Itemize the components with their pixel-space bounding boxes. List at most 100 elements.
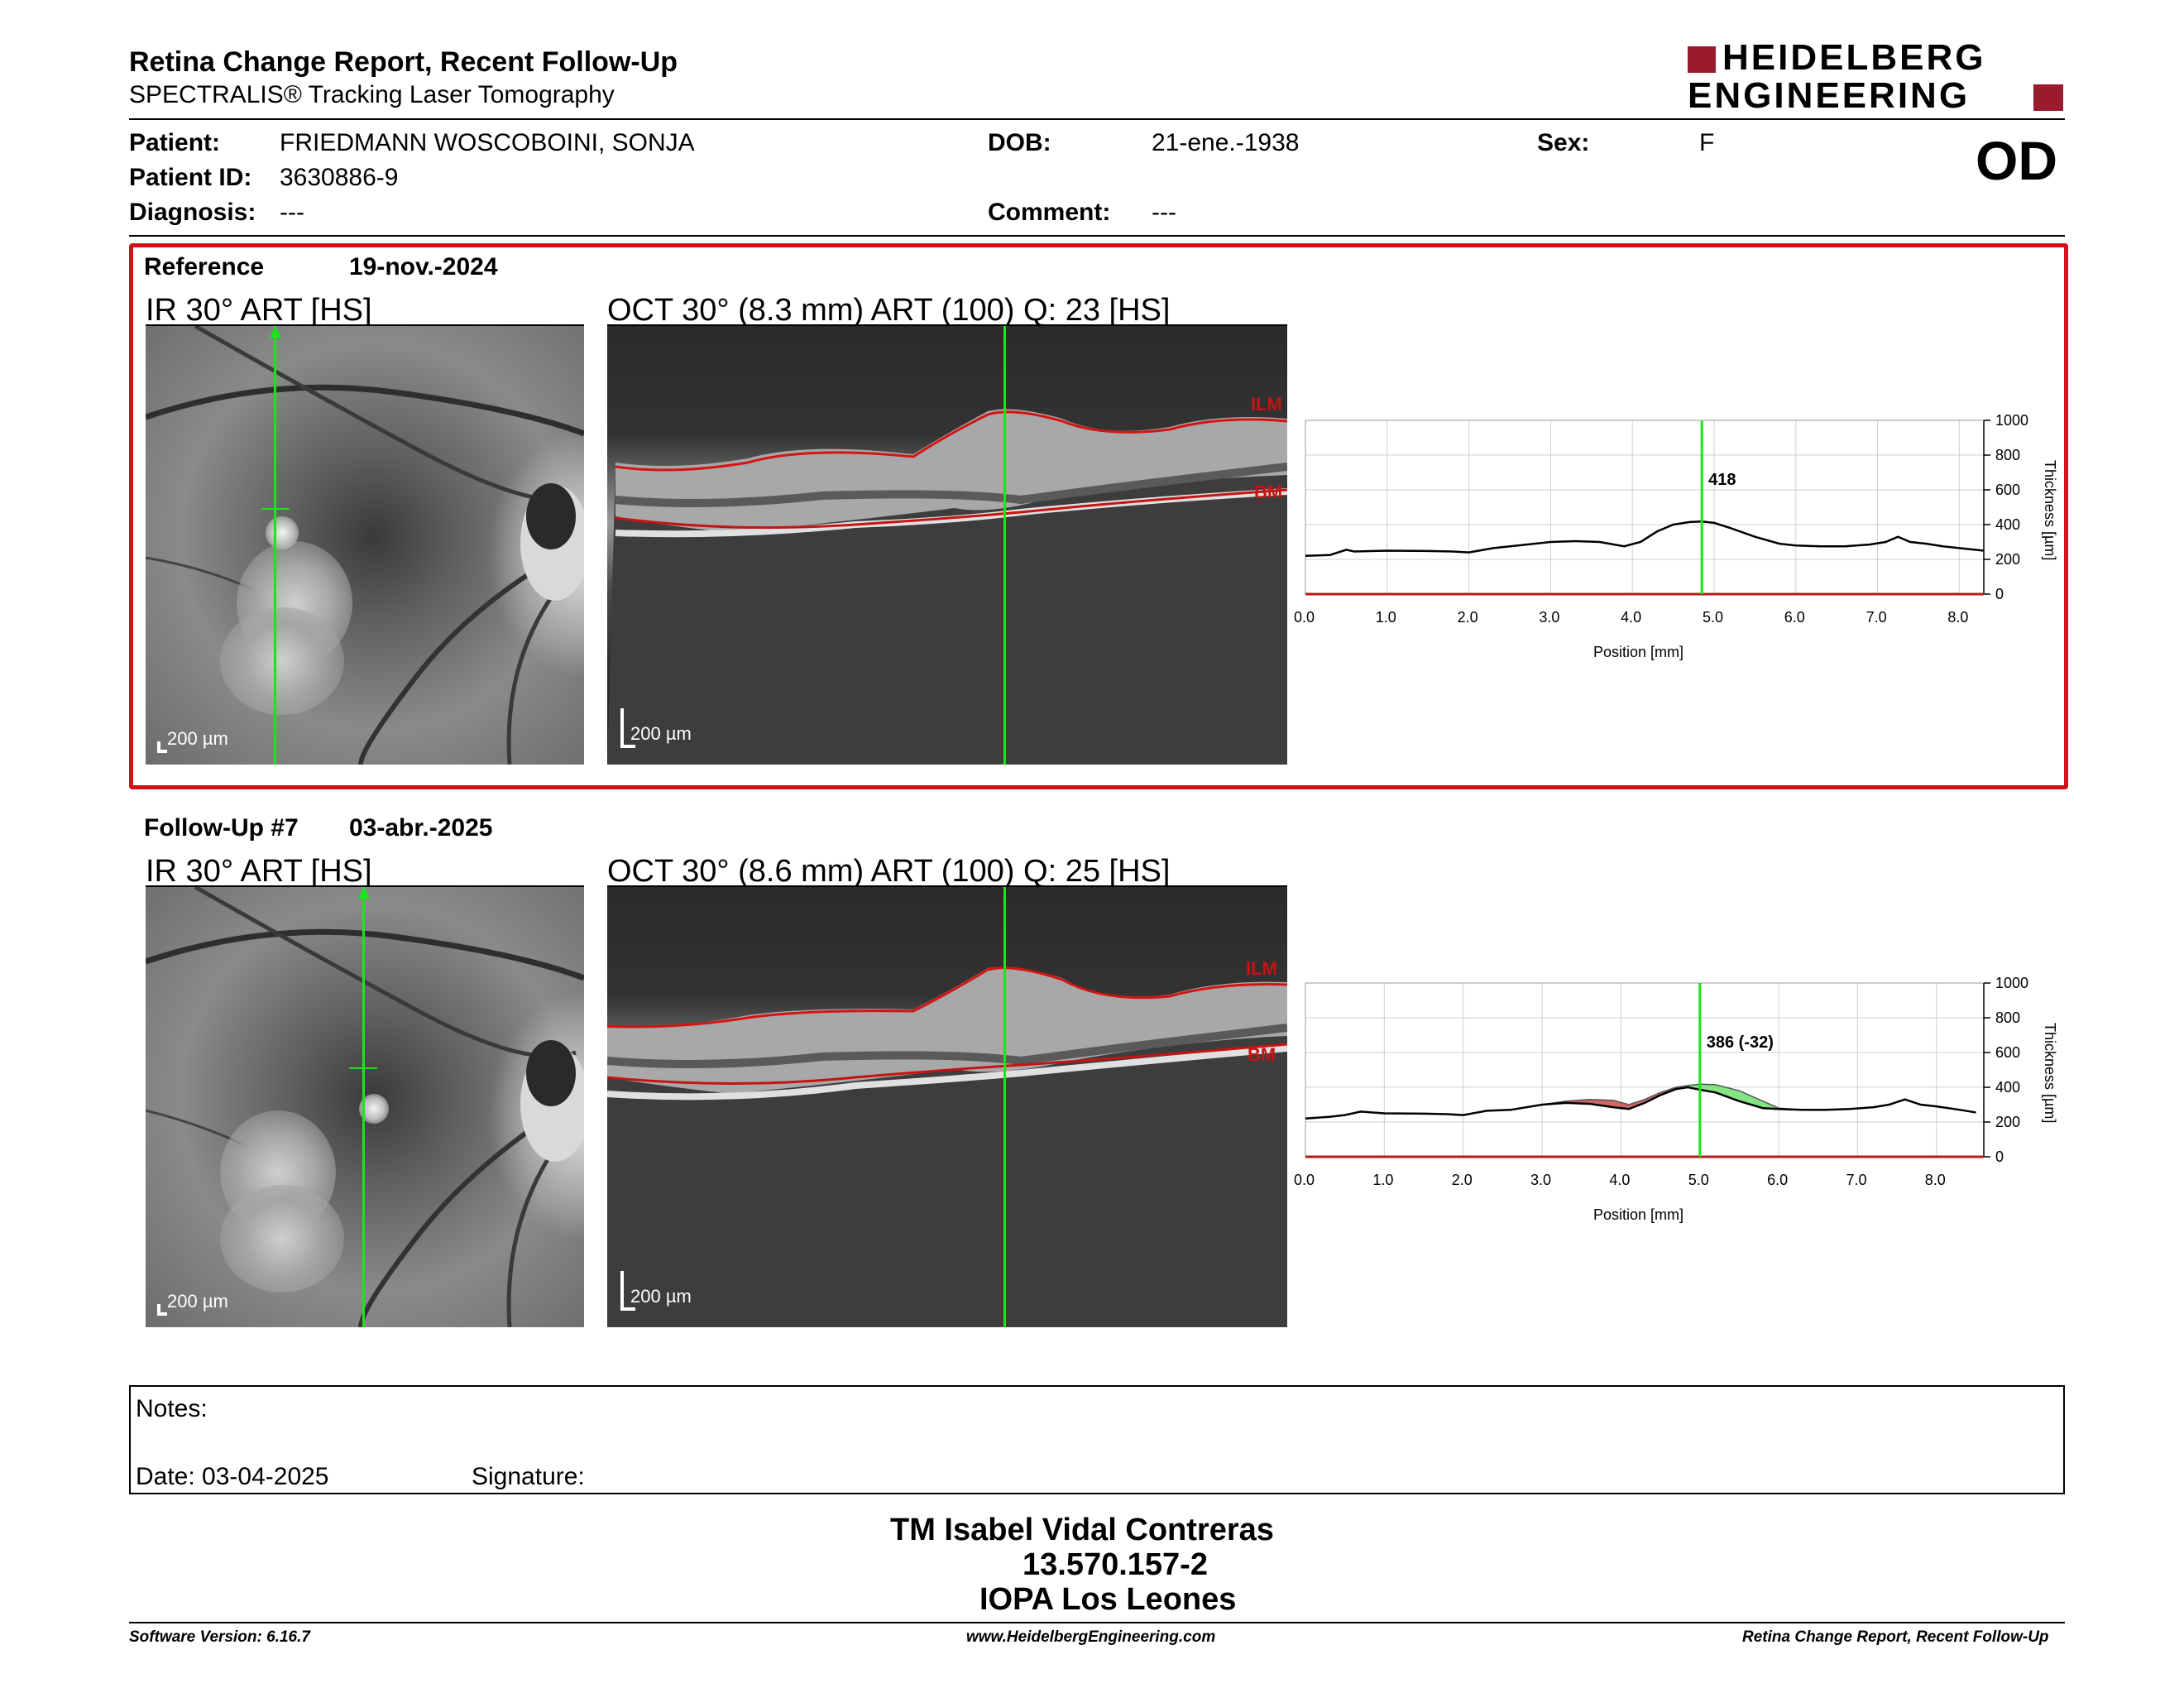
reference-chart-xtick-label: 7.0	[1866, 609, 1887, 626]
reference-ilm-label: ILM	[1251, 394, 1282, 415]
logo-line1: HEIDELBERG	[1722, 37, 1986, 78]
reference-chart-y-axis-label: Thickness [µm]	[2042, 460, 2058, 560]
sex-value: F	[1699, 129, 1715, 156]
followup-oct-scale-bar: 200 µm	[620, 1269, 695, 1311]
followup-chart-change-area	[1589, 1099, 1613, 1108]
followup-ir-scale-bar: 200 µm	[157, 1291, 232, 1316]
followup-ir-scale-label: 200 µm	[167, 1291, 228, 1312]
footer-report-name: Retina Change Report, Recent Follow-Up	[1742, 1628, 2049, 1646]
reference-chart-xtick-label: 2.0	[1458, 609, 1478, 626]
followup-chart-xtick-label: 3.0	[1530, 1172, 1551, 1188]
patient-divider	[129, 235, 2065, 237]
reference-ir-underline	[146, 324, 584, 326]
followup-chart-xtick-label: 0.0	[1294, 1172, 1315, 1188]
notes-label[interactable]: Notes:	[136, 1395, 208, 1422]
logo-line2: ENGINEERING	[1688, 75, 1971, 116]
reference-chart-thickness-series	[1305, 520, 1985, 558]
reference-ir-caption: IR 30° ART [HS]	[146, 293, 372, 328]
diagnosis-value: ---	[280, 199, 304, 226]
reference-chart-xtick-label: 4.0	[1621, 609, 1641, 626]
followup-chart-thickness-series	[1305, 1086, 1976, 1120]
followup-chart-plot-frame	[1305, 982, 1985, 1158]
followup-oct-scale-label: 200 µm	[630, 1286, 692, 1307]
signature-label[interactable]: Signature:	[472, 1463, 585, 1490]
followup-ir-fovea-marker	[349, 1067, 377, 1069]
followup-chart-xtick-label: 4.0	[1609, 1172, 1630, 1188]
followup-chart-x-axis-label: Position [mm]	[1593, 1206, 1684, 1223]
reference-chart-plot-frame	[1305, 420, 1985, 595]
stamp-institution: IOPA Los Leones	[979, 1582, 1237, 1617]
header-divider	[129, 118, 2065, 120]
reference-oct-scale-label: 200 µm	[630, 723, 692, 744]
followup-chart-y-axis-label: Thickness [µm]	[2042, 1023, 2058, 1123]
followup-ilm-label: ILM	[1246, 958, 1277, 979]
diagnosis-label: Diagnosis:	[129, 199, 256, 226]
followup-chart-xtick-label: 7.0	[1846, 1172, 1866, 1188]
logo-square-top	[1688, 46, 1716, 73]
followup-chart-xtick-label: 6.0	[1767, 1172, 1788, 1188]
footer-divider	[129, 1622, 2065, 1623]
website-link[interactable]: www.HeidelbergEngineering.com	[966, 1628, 1216, 1646]
followup-chart-ytick-label: 200	[1995, 1114, 2020, 1130]
reference-ir-scale-bar: 200 µm	[157, 728, 232, 753]
reference-chart-ytick-label: 1000	[1995, 412, 2028, 429]
reference-ir-vessels	[146, 326, 584, 765]
reference-ir-fovea-marker	[261, 508, 290, 510]
reference-oct-position-line	[1003, 326, 1006, 765]
patient-name: FRIEDMANN WOSCOBOINI, SONJA	[280, 129, 695, 156]
followup-chart-ytick-label: 0	[1995, 1149, 2004, 1165]
reference-ir-scale-label: 200 µm	[167, 728, 228, 749]
patient-id-label: Patient ID:	[129, 164, 252, 191]
reference-chart-xtick-label: 6.0	[1784, 609, 1805, 626]
reference-chart-ytick-label: 600	[1995, 482, 2020, 498]
dob-label: DOB:	[988, 129, 1051, 156]
followup-chart-ytick-label: 400	[1995, 1079, 2020, 1096]
reference-chart-xtick-label: 5.0	[1703, 609, 1723, 626]
followup-ir-scan-arrow-icon	[358, 887, 370, 899]
reference-chart-x-axis-label: Position [mm]	[1593, 644, 1684, 660]
reference-chart-ytick-label: 800	[1995, 447, 2020, 463]
logo-square-bottom	[2033, 84, 2063, 111]
followup-thickness-chart: 0 200 400 600 800 1000 0.0 1.0 2.0 3.0 4.0 5.0 6.0 7.…	[1294, 975, 2058, 1223]
followup-oct-position-line	[1003, 887, 1006, 1327]
reference-oct-underline	[607, 324, 1287, 326]
followup-ir-caption: IR 30° ART [HS]	[146, 854, 372, 889]
patient-label: Patient:	[129, 129, 221, 156]
followup-chart-change-area	[1739, 1091, 1764, 1109]
reference-oct-layers	[607, 409, 1287, 765]
followup-chart-marker-value: 386 (-32)	[1707, 1033, 1774, 1052]
software-version: Software Version: 6.16.7	[129, 1628, 310, 1646]
comment-label: Comment:	[988, 199, 1111, 226]
notes-date: Date: 03-04-2025	[136, 1463, 329, 1490]
reference-chart-xtick-label: 0.0	[1294, 609, 1315, 626]
followup-ir-fundus-image: 200 µm	[146, 887, 584, 1327]
followup-chart-xtick-label: 5.0	[1688, 1172, 1709, 1188]
followup-oct-caption: OCT 30° (8.6 mm) ART (100) Q: 25 [HS]	[607, 854, 1171, 889]
reference-oct-caption: OCT 30° (8.3 mm) ART (100) Q: 23 [HS]	[607, 293, 1171, 328]
heidelberg-logo: HEIDELBERG ENGINEERING	[1688, 40, 2067, 116]
followup-chart-xtick-label: 1.0	[1372, 1172, 1393, 1188]
reference-thickness-chart: 0 200 400 600 800 1000 0.0 1.0 2.0 3.0 4.0 5.0 6.0 7.…	[1294, 412, 2058, 660]
reference-oct-scale-bar: 200 µm	[620, 707, 695, 748]
reference-chart-xtick-label: 8.0	[1947, 609, 1968, 626]
reference-ir-scan-arrow-icon	[270, 326, 281, 338]
followup-chart-xtick-label: 8.0	[1925, 1172, 1946, 1188]
eye-label: OD	[1976, 130, 2057, 191]
reference-ir-fundus-image: 200 µm	[146, 326, 584, 765]
followup-ir-scan-line	[362, 887, 365, 1327]
reference-chart-ytick-label: 400	[1995, 516, 2020, 533]
followup-ir-underline	[146, 885, 584, 887]
dob-value: 21-ene.-1938	[1152, 129, 1300, 156]
reference-date: 19-nov.-2024	[349, 253, 498, 281]
followup-chart-ytick-label: 600	[1995, 1044, 2020, 1061]
followup-chart-change-area	[1699, 1084, 1716, 1093]
reference-chart-ytick-label: 0	[1995, 586, 2004, 602]
followup-chart-change-area	[1715, 1084, 1740, 1101]
followup-label: Follow-Up #7	[144, 814, 299, 842]
reference-bm-label: BM	[1254, 482, 1283, 502]
followup-chart-ytick-label: 1000	[1995, 975, 2028, 991]
stamp-id: 13.570.157-2	[1023, 1547, 1208, 1582]
followup-chart-xtick-label: 2.0	[1452, 1172, 1473, 1188]
reference-chart-xtick-label: 3.0	[1539, 609, 1559, 626]
reference-chart-ytick-label: 200	[1995, 551, 2020, 568]
